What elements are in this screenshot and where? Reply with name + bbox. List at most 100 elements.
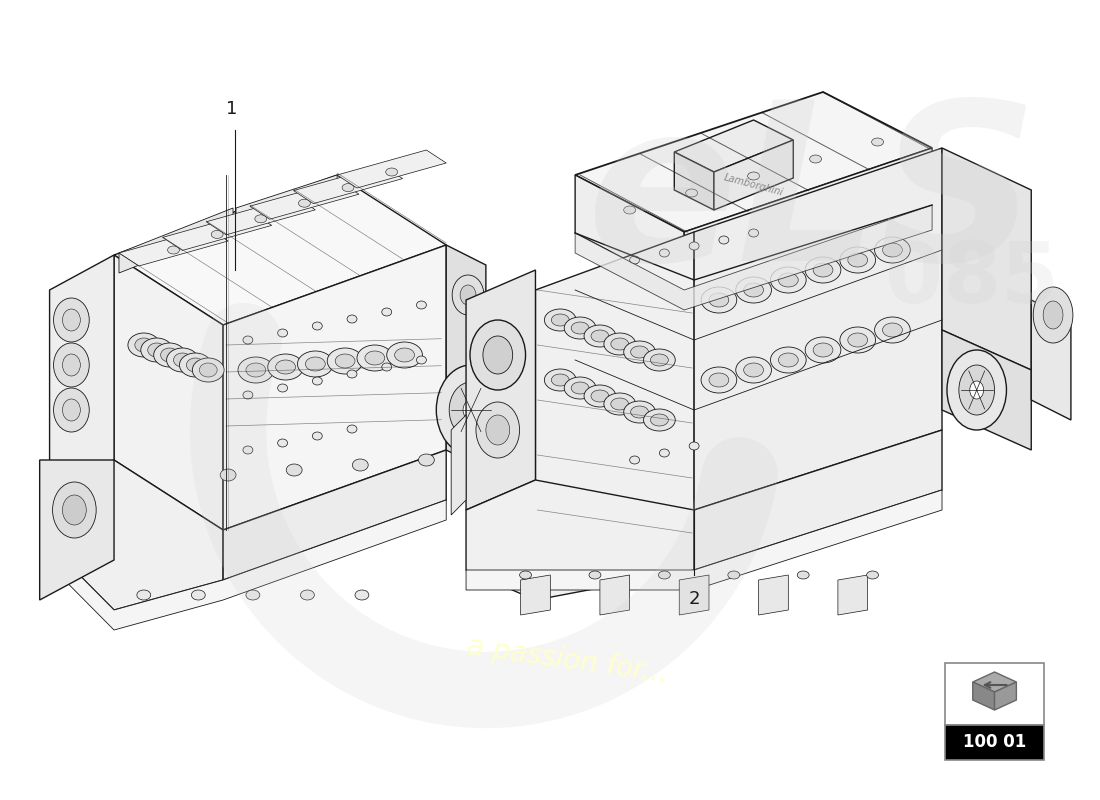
Ellipse shape	[779, 273, 799, 287]
Polygon shape	[451, 415, 466, 515]
Polygon shape	[447, 245, 486, 470]
Ellipse shape	[63, 309, 80, 331]
Ellipse shape	[463, 400, 478, 420]
Ellipse shape	[191, 590, 206, 600]
Polygon shape	[759, 575, 789, 615]
Ellipse shape	[238, 357, 274, 383]
Polygon shape	[466, 490, 942, 590]
Ellipse shape	[544, 309, 576, 331]
Ellipse shape	[810, 155, 822, 163]
Ellipse shape	[161, 348, 178, 362]
Ellipse shape	[147, 343, 166, 357]
Ellipse shape	[63, 354, 80, 376]
Ellipse shape	[348, 315, 358, 323]
Ellipse shape	[629, 256, 639, 264]
Ellipse shape	[141, 338, 173, 362]
Ellipse shape	[867, 571, 879, 579]
Ellipse shape	[54, 388, 89, 432]
Ellipse shape	[382, 308, 392, 316]
Polygon shape	[114, 175, 447, 325]
Ellipse shape	[770, 347, 806, 373]
Polygon shape	[694, 430, 942, 570]
Ellipse shape	[312, 432, 322, 440]
Ellipse shape	[352, 459, 368, 471]
Ellipse shape	[277, 329, 287, 337]
Polygon shape	[972, 682, 994, 710]
Ellipse shape	[243, 336, 253, 344]
Ellipse shape	[54, 343, 89, 387]
Ellipse shape	[417, 301, 427, 309]
Ellipse shape	[848, 253, 868, 267]
Ellipse shape	[486, 415, 509, 445]
Ellipse shape	[659, 249, 669, 257]
Polygon shape	[520, 575, 550, 615]
Polygon shape	[1032, 300, 1071, 420]
Ellipse shape	[342, 184, 354, 192]
Ellipse shape	[685, 189, 697, 197]
Ellipse shape	[840, 247, 876, 273]
Ellipse shape	[748, 172, 760, 180]
Ellipse shape	[882, 243, 902, 257]
Ellipse shape	[348, 425, 358, 433]
Polygon shape	[972, 672, 1016, 692]
Ellipse shape	[779, 353, 799, 367]
Polygon shape	[600, 575, 629, 615]
Polygon shape	[50, 500, 447, 630]
Ellipse shape	[701, 367, 737, 393]
Text: 1: 1	[227, 100, 238, 118]
Polygon shape	[575, 205, 932, 310]
Ellipse shape	[719, 236, 729, 244]
Text: 100 01: 100 01	[962, 733, 1026, 751]
Text: eLS: eLS	[587, 93, 1040, 307]
Ellipse shape	[327, 348, 363, 374]
Ellipse shape	[610, 338, 629, 350]
Ellipse shape	[659, 571, 670, 579]
Ellipse shape	[277, 384, 287, 392]
Ellipse shape	[970, 381, 983, 399]
Ellipse shape	[959, 365, 994, 415]
Polygon shape	[163, 212, 272, 250]
Ellipse shape	[246, 590, 260, 600]
Polygon shape	[466, 480, 694, 600]
Ellipse shape	[300, 590, 315, 600]
Ellipse shape	[154, 343, 186, 367]
Ellipse shape	[297, 351, 333, 377]
Ellipse shape	[128, 333, 160, 357]
Polygon shape	[838, 575, 868, 615]
Ellipse shape	[882, 323, 902, 337]
Ellipse shape	[947, 350, 1007, 430]
Ellipse shape	[551, 374, 569, 386]
Ellipse shape	[418, 454, 434, 466]
Polygon shape	[207, 197, 316, 235]
Ellipse shape	[519, 571, 531, 579]
Ellipse shape	[167, 246, 179, 254]
Polygon shape	[114, 255, 223, 530]
Ellipse shape	[624, 401, 656, 423]
Ellipse shape	[382, 363, 392, 371]
Ellipse shape	[243, 446, 253, 454]
Ellipse shape	[54, 298, 89, 342]
Ellipse shape	[267, 354, 304, 380]
Ellipse shape	[644, 349, 675, 371]
Ellipse shape	[690, 242, 700, 250]
Ellipse shape	[871, 138, 883, 146]
Ellipse shape	[460, 285, 476, 305]
Polygon shape	[994, 682, 1016, 710]
Ellipse shape	[277, 439, 287, 447]
Polygon shape	[223, 245, 447, 530]
Ellipse shape	[604, 393, 636, 415]
Ellipse shape	[192, 358, 224, 382]
Ellipse shape	[588, 571, 601, 579]
Ellipse shape	[551, 314, 569, 326]
Ellipse shape	[624, 341, 656, 363]
Ellipse shape	[629, 456, 639, 464]
Ellipse shape	[452, 275, 484, 315]
Polygon shape	[694, 148, 942, 510]
Ellipse shape	[246, 363, 266, 377]
Ellipse shape	[166, 348, 198, 372]
Polygon shape	[40, 460, 114, 600]
Polygon shape	[294, 166, 403, 204]
Ellipse shape	[798, 571, 810, 579]
Ellipse shape	[749, 229, 759, 237]
Ellipse shape	[644, 409, 675, 431]
